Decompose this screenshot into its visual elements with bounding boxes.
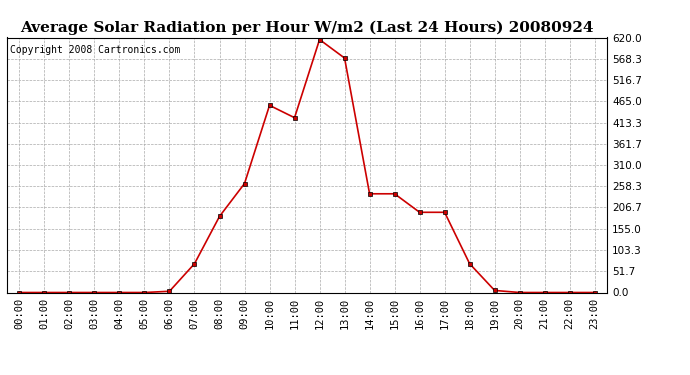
Text: Copyright 2008 Cartronics.com: Copyright 2008 Cartronics.com <box>10 45 180 55</box>
Title: Average Solar Radiation per Hour W/m2 (Last 24 Hours) 20080924: Average Solar Radiation per Hour W/m2 (L… <box>20 21 594 35</box>
